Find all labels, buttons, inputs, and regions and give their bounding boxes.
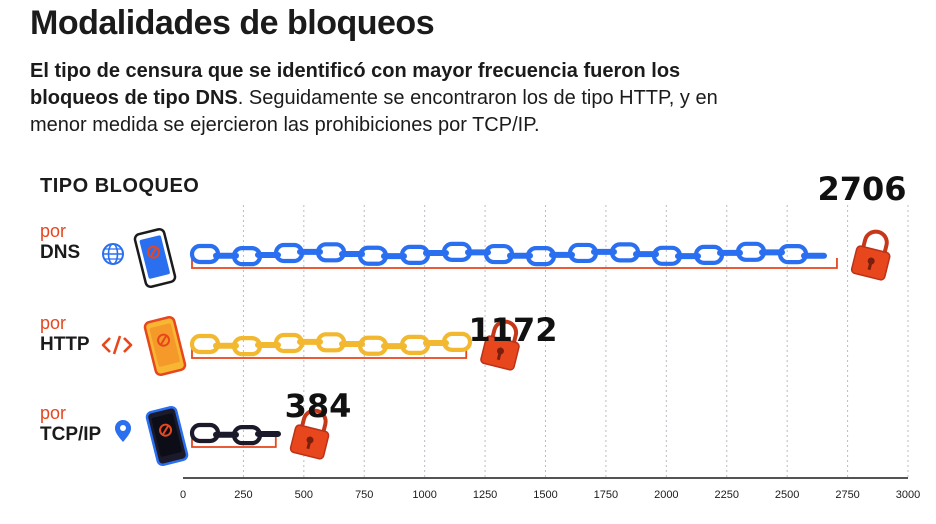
bar-http: 1172 — [189, 311, 558, 371]
phone-icon-tcpip — [145, 405, 189, 467]
chain — [189, 331, 473, 357]
padlock-icon — [480, 319, 520, 371]
padlock-icon — [850, 229, 891, 281]
x-tick-label: 3000 — [896, 489, 920, 501]
row-prefix: por — [40, 313, 67, 333]
padlock-shackle — [861, 229, 889, 254]
bars-layer: 2706 1172 384 — [189, 170, 907, 460]
padlock-keyhole-slot — [496, 351, 502, 361]
location-pin-icon — [115, 420, 131, 442]
axis-heading: TIPO BLOQUEO — [40, 175, 200, 197]
x-tick-label: 250 — [234, 489, 252, 501]
row-label-http: por HTTP — [40, 312, 90, 357]
chain — [189, 422, 281, 446]
chain — [189, 241, 827, 267]
code-icon — [101, 335, 133, 355]
row-category: DNS — [40, 242, 81, 263]
x-axis: 0 250 500 750 1000 1250 1500 1750 2000 2250 2500 27… — [180, 477, 920, 501]
phone-icon-http — [143, 315, 187, 377]
padlock-icon — [289, 408, 330, 460]
x-tick-label: 2000 — [654, 489, 678, 501]
x-tick-label: 2750 — [835, 489, 859, 501]
bar-tcpip: 384 — [189, 387, 352, 460]
chain-link — [441, 331, 473, 352]
padlock-shackle — [490, 319, 519, 344]
bar-baseline — [191, 437, 277, 448]
x-tick-label: 1250 — [473, 489, 497, 501]
row-category: HTTP — [40, 334, 90, 355]
globe-icon — [102, 243, 124, 265]
x-tick-label: 0 — [180, 489, 186, 501]
chain-link — [801, 252, 827, 259]
x-tick-label: 750 — [355, 489, 373, 501]
x-tick-label: 500 — [295, 489, 313, 501]
x-tick-label: 1500 — [533, 489, 557, 501]
x-tick-label: 1000 — [412, 489, 436, 501]
row-prefix: por — [40, 403, 67, 423]
subtitle-normal: . Seguidamente se encontraron los de tip… — [30, 87, 718, 136]
row-label-tcpip: por TCP/IP — [40, 402, 101, 447]
bar-baseline — [191, 258, 838, 269]
x-tick-label: 2250 — [715, 489, 739, 501]
row-label-dns: por DNS — [40, 220, 80, 265]
chain-link — [255, 430, 281, 437]
value-label: 384 — [285, 387, 352, 425]
x-tick-label: 1750 — [594, 489, 618, 501]
padlock-shackle — [300, 408, 328, 433]
x-tick-label: 2500 — [775, 489, 799, 501]
value-label: 2706 — [817, 170, 906, 208]
padlock-keyhole-slot — [306, 440, 312, 450]
row-prefix: por — [40, 221, 67, 241]
chart-title: Modalidades de bloqueos — [30, 4, 435, 42]
subtitle-bold: El tipo de censura que se identificó con… — [30, 60, 681, 109]
bar-dns: 2706 — [189, 170, 907, 281]
bar-baseline — [191, 348, 468, 359]
value-label: 1172 — [468, 311, 557, 349]
padlock-keyhole-slot — [867, 261, 873, 271]
phone-icon-dns — [133, 227, 177, 289]
chart-subtitle: El tipo de censura que se identificó con… — [30, 58, 730, 139]
row-category: TCP/IP — [40, 424, 102, 445]
